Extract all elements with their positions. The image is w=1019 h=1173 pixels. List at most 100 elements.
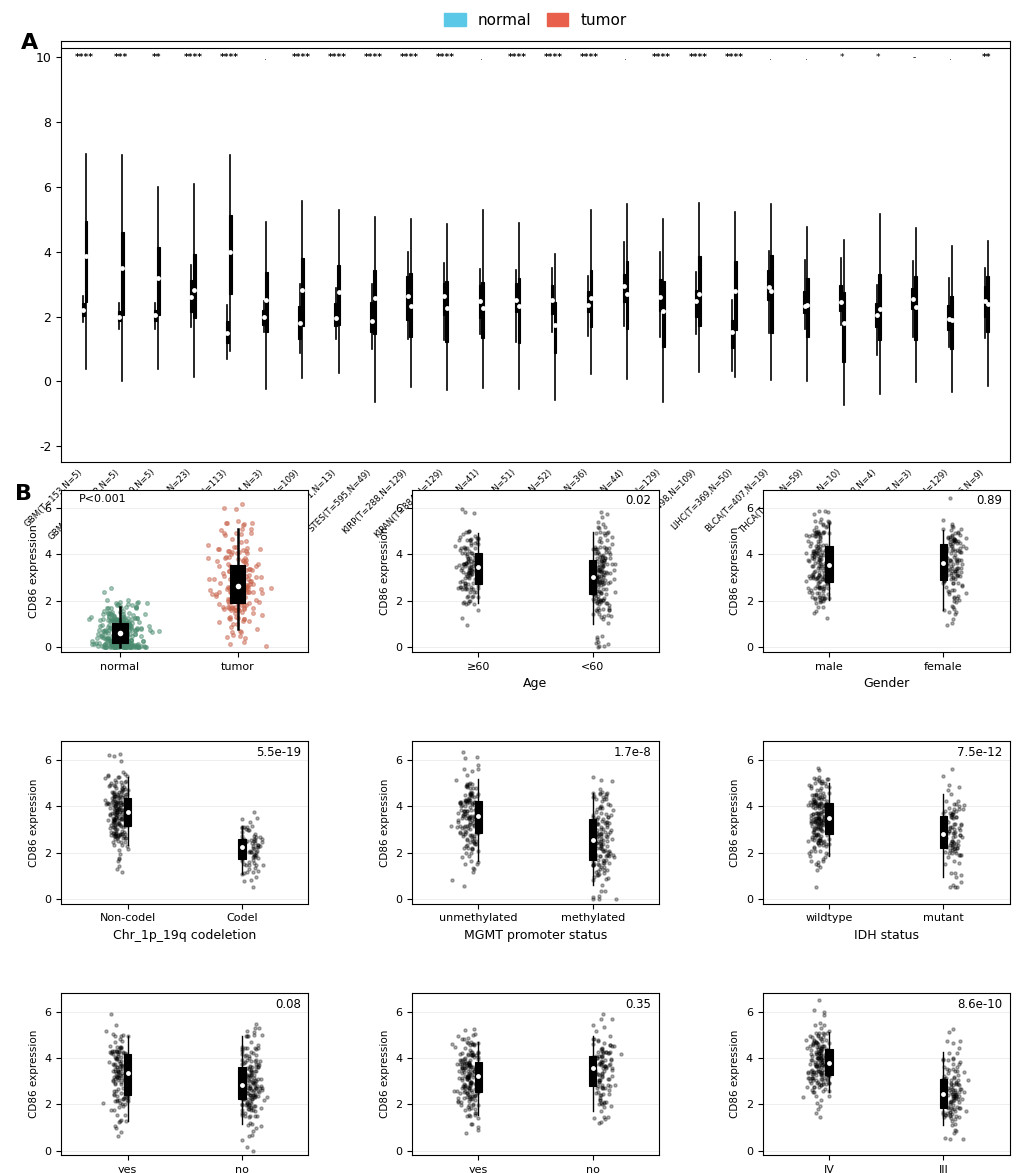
Bar xyxy=(265,272,268,332)
Point xyxy=(947,822,963,841)
Point xyxy=(801,1026,817,1045)
Point xyxy=(114,638,130,657)
Point xyxy=(117,622,133,640)
Point xyxy=(238,818,255,836)
Point xyxy=(811,827,827,846)
Point xyxy=(464,1044,480,1063)
Point xyxy=(944,516,960,535)
Point xyxy=(452,1052,469,1071)
Point xyxy=(455,592,472,611)
Point xyxy=(812,1053,828,1072)
Point xyxy=(811,773,827,792)
Point xyxy=(811,785,827,804)
Point xyxy=(592,860,608,879)
Point xyxy=(463,1073,479,1092)
Point xyxy=(462,1056,478,1074)
Point xyxy=(459,1083,475,1101)
Point xyxy=(806,828,822,847)
Point xyxy=(251,592,267,611)
Point xyxy=(236,552,253,571)
Point xyxy=(605,561,622,579)
Point xyxy=(814,523,830,542)
Point xyxy=(934,1083,951,1101)
Point xyxy=(469,798,485,816)
Point xyxy=(586,540,602,558)
Point xyxy=(224,598,240,617)
Point xyxy=(601,843,618,862)
Point xyxy=(254,832,270,850)
Point xyxy=(243,1069,259,1087)
Point xyxy=(809,815,825,834)
Point xyxy=(112,1030,128,1049)
Point xyxy=(940,1080,956,1099)
Point xyxy=(227,576,244,595)
Point xyxy=(938,529,955,548)
Point xyxy=(470,601,486,619)
Point xyxy=(944,574,960,592)
Point xyxy=(92,611,108,630)
Point xyxy=(248,1057,264,1076)
Point xyxy=(807,1024,823,1043)
Point xyxy=(803,1069,819,1087)
Point xyxy=(808,1045,824,1064)
Point xyxy=(798,1038,814,1057)
Point xyxy=(941,1094,957,1113)
Point xyxy=(817,1047,834,1066)
Point xyxy=(243,1089,259,1107)
Point xyxy=(109,785,125,804)
Point xyxy=(951,826,967,845)
Point xyxy=(240,583,257,602)
Point xyxy=(814,535,830,554)
Point xyxy=(233,865,250,883)
Point xyxy=(242,1056,258,1074)
Point xyxy=(805,830,821,849)
Bar xyxy=(123,1055,131,1094)
Point xyxy=(467,1104,483,1123)
Point xyxy=(235,599,252,618)
Point xyxy=(248,842,264,861)
Point xyxy=(470,576,486,595)
Point xyxy=(235,1062,252,1080)
Point xyxy=(805,768,821,787)
Point xyxy=(812,555,828,574)
Point xyxy=(252,1117,268,1135)
Point xyxy=(106,782,122,801)
Point xyxy=(464,1046,480,1065)
Point xyxy=(111,791,127,809)
Point xyxy=(460,1067,476,1086)
Point xyxy=(129,594,146,612)
Point xyxy=(109,596,125,615)
Point xyxy=(107,1047,123,1066)
Point xyxy=(802,812,818,830)
Point xyxy=(944,541,960,560)
Point xyxy=(103,633,119,652)
Point xyxy=(461,1055,477,1073)
Point xyxy=(233,603,250,622)
Point xyxy=(593,1040,609,1059)
Bar xyxy=(913,276,916,340)
Point xyxy=(223,568,239,586)
Point xyxy=(119,815,136,834)
Point xyxy=(451,572,468,591)
Point xyxy=(594,515,610,534)
Point xyxy=(810,768,826,787)
Point xyxy=(246,829,262,848)
Point xyxy=(110,625,126,644)
Point xyxy=(109,618,125,637)
Point xyxy=(107,792,123,811)
Point xyxy=(464,840,480,859)
Point xyxy=(100,604,116,623)
Point xyxy=(797,572,813,591)
Point xyxy=(454,806,471,825)
Point xyxy=(799,796,815,815)
Text: *: * xyxy=(839,53,844,62)
Point xyxy=(454,826,471,845)
Point xyxy=(107,618,123,637)
Point xyxy=(809,1043,825,1062)
Point xyxy=(804,568,820,586)
Point xyxy=(248,856,264,875)
Point xyxy=(231,589,248,608)
Point xyxy=(944,1055,960,1073)
Point xyxy=(252,540,268,558)
Point xyxy=(799,1069,815,1087)
